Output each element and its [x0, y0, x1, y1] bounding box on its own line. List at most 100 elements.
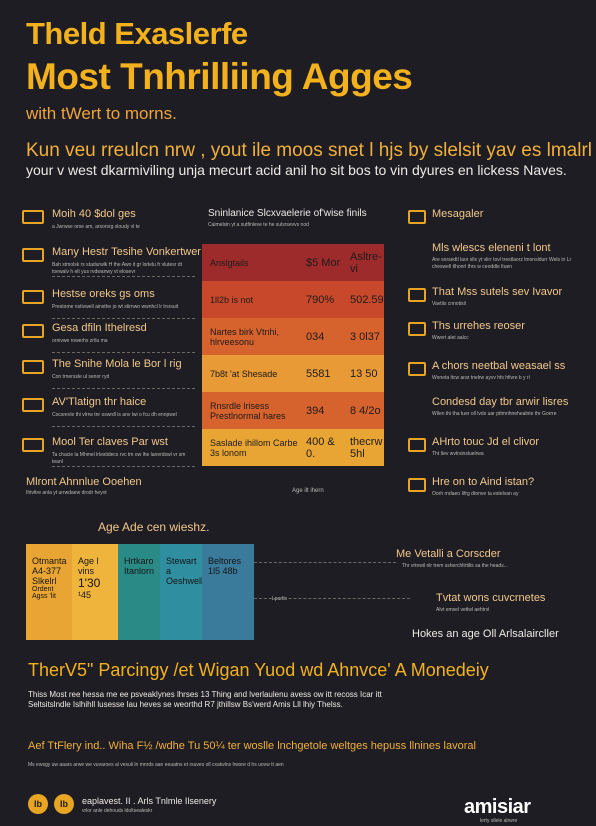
- table-cell: 8 4/2o: [350, 404, 381, 417]
- brand-tag: vrlor anle dehouds ldoltsealeskr: [82, 808, 153, 814]
- chart-icon: [408, 288, 426, 302]
- right-item-title: Condesd day tbr arwir lisres: [432, 396, 569, 408]
- left-item: Mlront Ahnnlue Ooehen Ihtvltre anla yt u…: [26, 476, 201, 512]
- table-cell: Asltre-vi: [350, 250, 382, 275]
- bottom-chart: Otmanta A4-377 Slkelrl Ordent Agss 'lit …: [26, 544, 254, 640]
- left-item: AV'Tlatign thr haice Cocsrevle thi vlrrw…: [20, 396, 195, 432]
- bottom-col-value: 1'30: [78, 576, 101, 590]
- table-cell: 13 50: [350, 367, 378, 380]
- bottom-col: Stewart a Oeshwells: [160, 544, 208, 640]
- left-item-title: Moih 40 $dol ges: [52, 208, 136, 220]
- left-item-sub: Cocsrevle thi vlrrw tnr oswrdl is anv lw…: [52, 412, 177, 418]
- chart-title: Sninlanice Slcxvaelerie of'wise finils: [208, 208, 367, 219]
- bottom-right-title: Me Vetalli a Corscder: [396, 548, 501, 560]
- brand-icon: Ib: [54, 794, 74, 814]
- arrow-icon: [408, 438, 426, 452]
- footer-title: TherV5" Parcingy /et Wigan Yuod wd Ahnvc…: [28, 660, 489, 680]
- left-item-sub: a Jwrwse orse am, arsorsrg sloudy vl te: [52, 224, 140, 230]
- chart-subtitle: Caimelsin yt a sutfinleve te he sulsrsev…: [208, 222, 309, 228]
- divider: [52, 426, 195, 427]
- left-item-title: The Snihe Mola le Bor l rig: [52, 358, 182, 370]
- bottom-right-sub: Thr vrtnwil nlr trem ssherchltrtilis sa …: [402, 563, 508, 569]
- left-item-title: Mlront Ahnnlue Ooehen: [26, 476, 142, 488]
- right-item-title: Mls wlescs eleneni t lont: [432, 242, 551, 254]
- bottom-right-item: Me Vetalli a Corscder Thr vrtnwil nlr tr…: [396, 548, 586, 584]
- wallet-icon: [22, 438, 44, 452]
- mid-label: Lpartls: [272, 596, 288, 602]
- bottom-col-label: Beltores: [208, 556, 242, 566]
- left-item: Many Hestr Tesihe Vonkertwer Bah stmolsk…: [20, 246, 201, 282]
- right-item: Condesd day tbr arwir lisres Wllen thi t…: [408, 396, 583, 432]
- table-cell: Rnsrdle lrisess Prestlnormal hares: [210, 400, 286, 421]
- table-cell: 3 0l37: [350, 330, 380, 343]
- cart-icon: [22, 360, 44, 374]
- table-cell: Nartes birk Vtnhi, hlrveesonu: [210, 326, 280, 347]
- left-item-sub: Bah stmolsk rs stadurwlk H the Awo it gr…: [52, 262, 182, 275]
- table-row: Anslgtails $5 Mor Asltre-vi: [202, 244, 384, 281]
- bottom-col-label: Stewart a Oeshwells: [166, 556, 208, 586]
- divider: [52, 388, 195, 389]
- table-cell: 7b8t 'at Shesade: [210, 368, 278, 379]
- left-item-title: Many Hestr Tesihe Vonkertwer: [52, 246, 201, 258]
- connector-line: [254, 562, 396, 563]
- intro-line-2: your v west dkarmiviling unja mecurt aci…: [26, 162, 567, 178]
- bottom-col: Age l vins 1'30 ¹45: [72, 544, 118, 640]
- car-icon: [22, 248, 44, 262]
- right-item: Hre on to Aind istan? Oorh rndaeo Iifrg …: [408, 476, 583, 512]
- money-icon: [408, 362, 426, 376]
- left-item-sub: Prestome nstivwell ainsthe jo wt stirnwo…: [52, 304, 179, 310]
- right-item: Ths urrehes reoser Wwert alet aalcc: [408, 320, 583, 356]
- bottom-right-sub: Alvt emsel vetlwl aehtrvl: [436, 607, 490, 613]
- right-item-sub: Wllen thi tha tuer oll lvds uar pttmrihn…: [432, 411, 557, 417]
- title-line-2: Most Tnhrilliing Agges: [26, 56, 413, 97]
- left-item-sub: Ihtvltre anla yt urrwdaew drodr heyvt: [26, 490, 107, 496]
- bottom-col-label: Hrtkaro Itanlorn: [124, 556, 155, 576]
- bottom-col-extra: Slkelrl: [32, 576, 57, 586]
- left-item: Hestse oreks gs oms Prestome nstivwell a…: [20, 288, 195, 324]
- left-item-title: Gesa dfiln Ithelresd: [52, 322, 147, 334]
- right-item: That Mss sutels sev Ivavor Vavtlis cnnot…: [408, 286, 583, 322]
- table-cell: 400 & 0.: [306, 435, 335, 460]
- bottom-col: Hrtkaro Itanlorn: [118, 544, 160, 640]
- footer-line-1: Thiss Most ree hessa me ee psveaklynes l…: [28, 690, 382, 699]
- table-row: 7b8t 'at Shesade 5581 13 50: [202, 355, 384, 392]
- right-item-title: AHrto touc Jd el clivor: [432, 436, 539, 448]
- right-item: A chors neetbal weasael ss Woneta ltcw a…: [408, 360, 583, 396]
- briefcase-icon: [22, 210, 44, 224]
- table-cell: 790%: [306, 293, 335, 306]
- bottom-right-item: Tvtat wons cuvcrnetes Alvt emsel vetlwl …: [412, 592, 582, 628]
- bottom-col-label: Age l vins: [78, 556, 99, 576]
- bottom-col: Beltores 1l5 48b: [202, 544, 254, 640]
- right-item: Mls wlescs eleneni t lont Are sorsedtl l…: [408, 242, 583, 278]
- table-cell: Anslgtails: [210, 257, 249, 268]
- table-cell: $5 Mor: [306, 256, 341, 269]
- table-cell: thecrw 5hl: [350, 435, 383, 460]
- divider: [52, 466, 195, 467]
- left-item-title: AV'Tlatign thr haice: [52, 396, 147, 408]
- table-cell: 502.59: [350, 293, 384, 306]
- bottom-col-value: A4-377: [32, 566, 62, 576]
- home-icon: [22, 398, 44, 412]
- flag-icon: [408, 210, 426, 224]
- intro-line-1: Kun veu rreulcn nrw , yout ile moos snet…: [26, 140, 592, 161]
- right-item: Mesagaler: [408, 208, 583, 244]
- footer-line-4: Ms ewsgy uw aaars arwe we vuvaroes al ve…: [28, 762, 284, 768]
- table-cell: 5581: [306, 367, 331, 380]
- right-item: AHrto touc Jd el clivor Tht ltev wvtrsin…: [408, 436, 583, 472]
- table-cell: 394: [306, 404, 325, 417]
- table-cell: 034: [306, 330, 325, 343]
- box-icon: [408, 322, 426, 336]
- table-cell: 1ll2b is not: [210, 294, 254, 305]
- right-item-title: A chors neetbal weasael ss: [432, 360, 566, 372]
- right-item-title: That Mss sutels sev Ivavor: [432, 286, 563, 298]
- bottom-col-value: 1l5 48b: [208, 566, 238, 576]
- title-line-1: Theld Exaslerfe: [26, 16, 248, 51]
- chart-footer: Age ilt ihern: [292, 488, 324, 494]
- left-item-title: Hestse oreks gs oms: [52, 288, 155, 300]
- table-row: 1ll2b is not 790% 502.59: [202, 281, 384, 318]
- table-row: Nartes birk Vtnhi, hlrveesonu 034 3 0l37: [202, 318, 384, 355]
- brand-name: eaplavest. II . Arls Tnlmle Ilsenery: [82, 796, 217, 806]
- table-row: Rnsrdle lrisess Prestlnormal hares 394 8 4…: [202, 392, 384, 429]
- connector-line: [254, 598, 410, 599]
- left-item-sub: ornivwe rowerhs zrtlu ma: [52, 338, 108, 344]
